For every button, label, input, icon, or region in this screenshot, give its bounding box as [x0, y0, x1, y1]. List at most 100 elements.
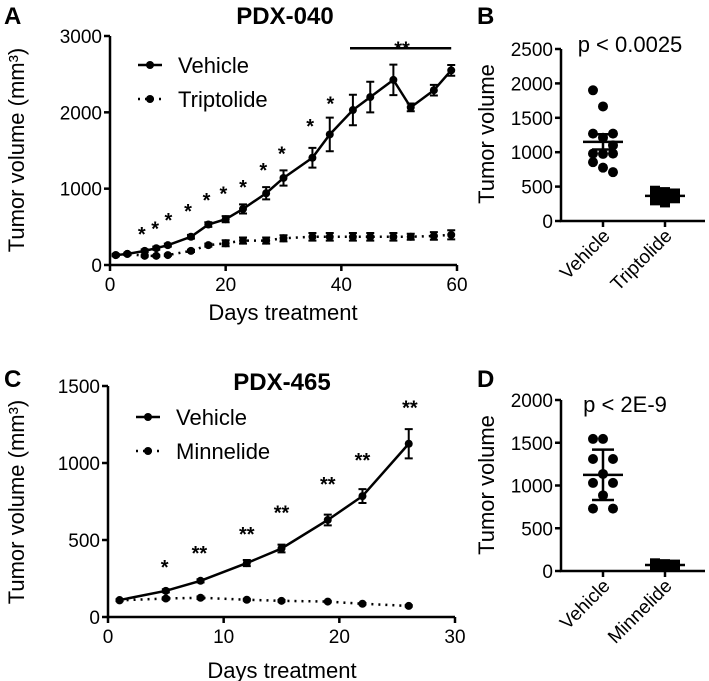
data-point-vehicle	[608, 167, 618, 178]
legend-marker-minnelide	[144, 447, 152, 455]
data-point-minnelide	[323, 597, 332, 606]
y-tick-label-b: 0	[542, 212, 553, 233]
panel-label-a: A	[4, 3, 21, 30]
significance-marker: *	[138, 224, 146, 246]
y-tick-label-d: 500	[521, 519, 553, 540]
data-point-vehicle	[404, 439, 413, 448]
data-point-vehicle	[598, 433, 608, 444]
data-point-minnelide	[404, 601, 413, 610]
x-tick-label-c: 10	[213, 627, 234, 648]
data-point-minnelide	[161, 594, 170, 603]
y-tick-label-d: 0	[542, 562, 553, 583]
y-tick-label-d: 1500	[511, 434, 553, 455]
significance-marker: *	[306, 116, 314, 138]
y-tick-label-a: 1000	[60, 180, 102, 201]
significance-marker: *	[239, 177, 247, 199]
data-point-triptolide	[204, 241, 213, 250]
data-point-vehicle	[348, 106, 357, 115]
data-point-minnelide	[115, 596, 124, 605]
data-point-triptolide	[111, 251, 120, 260]
x-tick-label-c: 0	[103, 627, 114, 648]
data-point-vehicle	[588, 85, 598, 96]
data-point-triptolide	[660, 197, 670, 208]
data-point-triptolide	[348, 232, 357, 241]
data-point-triptolide	[163, 251, 172, 260]
data-point-triptolide	[221, 239, 230, 248]
x-tick-label-minnelide: Minnelide	[604, 576, 676, 648]
y-tick-label-b: 1000	[511, 143, 553, 164]
x-tick-label-a: 40	[331, 275, 352, 296]
series-line-vehicle	[119, 442, 410, 602]
data-point-minnelide	[358, 599, 367, 608]
significance-marker: *	[184, 201, 192, 223]
data-point-vehicle	[389, 75, 398, 84]
significance-marker: *	[259, 160, 267, 182]
legend-label-vehicle: Vehicle	[176, 405, 247, 430]
data-point-triptolide	[447, 230, 456, 239]
legend-marker-vehicle	[146, 61, 154, 69]
data-point-vehicle	[588, 148, 598, 159]
y-tick-label-c: 1500	[58, 377, 100, 398]
data-point-triptolide	[406, 232, 415, 241]
y-tick-label-b: 2500	[511, 40, 553, 61]
y-axis-label-d: Tumor volume	[474, 415, 499, 555]
data-point-vehicle	[588, 433, 598, 444]
data-point-triptolide	[152, 251, 161, 260]
data-point-minnelide	[242, 595, 251, 604]
y-tick-label-c: 1000	[58, 454, 100, 475]
data-point-triptolide	[239, 236, 248, 245]
significance-marker: *	[326, 94, 334, 116]
significance-marker: *	[203, 190, 211, 212]
x-tick-label-vehicle: Vehicle	[556, 576, 614, 634]
data-point-vehicle	[221, 215, 230, 224]
x-tick-label-triptolide: Triptolide	[607, 226, 677, 296]
data-point-triptolide	[366, 232, 375, 241]
y-tick-label-c: 500	[68, 531, 100, 552]
legend-label-minnelide: Minnelide	[176, 439, 270, 464]
data-point-vehicle	[323, 515, 332, 524]
data-point-triptolide	[262, 236, 271, 245]
data-point-triptolide	[650, 195, 660, 206]
error-bar-vehicle	[592, 133, 614, 151]
x-tick-label-vehicle: Vehicle	[556, 226, 614, 284]
data-point-vehicle	[598, 148, 608, 159]
data-point-vehicle	[325, 130, 334, 139]
x-axis-label-c: Days treatment	[207, 658, 356, 681]
y-tick-label-b: 2000	[511, 74, 553, 95]
x-tick-label-c: 30	[444, 627, 465, 648]
data-point-triptolide	[123, 249, 132, 258]
significance-marker: *	[165, 210, 173, 232]
significance-marker: *	[161, 557, 169, 579]
error-bar-vehicle	[592, 448, 614, 502]
data-point-vehicle	[598, 101, 608, 112]
x-tick-label-a: 0	[105, 275, 116, 296]
data-point-vehicle	[262, 189, 271, 198]
data-point-vehicle	[196, 576, 205, 585]
data-point-triptolide	[308, 232, 317, 241]
data-point-vehicle	[608, 477, 618, 488]
y-axis-label-a: Tumor volume (mm³)	[4, 48, 29, 253]
data-point-vehicle	[447, 66, 456, 75]
chart-title-c: PDX-465	[233, 369, 330, 396]
y-tick-label-c: 0	[89, 608, 100, 629]
data-point-vehicle	[204, 220, 213, 229]
data-point-vehicle	[163, 241, 172, 250]
legend-marker-vehicle	[144, 413, 152, 421]
data-point-vehicle	[277, 544, 286, 553]
data-point-vehicle	[608, 453, 618, 464]
significance-marker: **	[239, 524, 255, 546]
y-axis-label-c: Tumor volume (mm³)	[4, 400, 29, 605]
data-point-vehicle	[598, 162, 608, 173]
significance-marker: **	[402, 398, 418, 420]
legend-label-vehicle: Vehicle	[178, 53, 249, 78]
significance-marker: *	[278, 144, 286, 166]
significance-marker: **	[192, 543, 208, 565]
data-point-triptolide	[140, 251, 149, 260]
data-point-minnelide	[196, 593, 205, 602]
x-axis-label-a: Days treatment	[208, 300, 357, 325]
axes-d	[559, 400, 705, 573]
data-point-vehicle	[239, 204, 248, 213]
significance-marker: *	[219, 183, 227, 205]
data-point-vehicle	[588, 453, 598, 464]
